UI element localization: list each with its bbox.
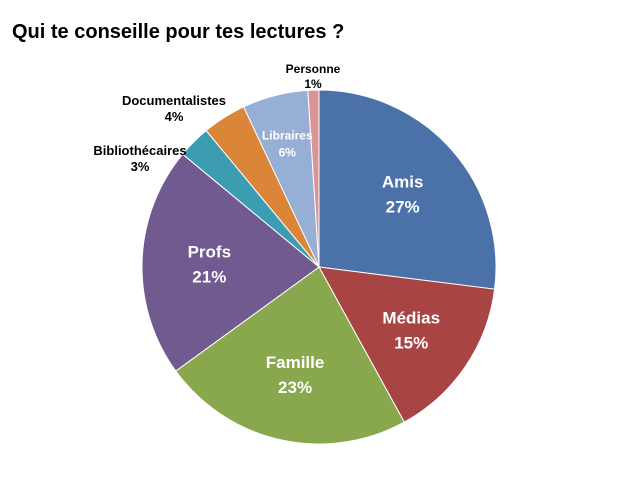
pie-slice-personne xyxy=(307,89,320,268)
pie-slice-profs xyxy=(141,153,320,372)
slice-label-documentalistes: Documentalistes xyxy=(122,93,226,108)
slice-label-profs: Profs xyxy=(188,243,231,262)
slice-label-libraires: Libraires xyxy=(262,129,313,143)
slice-label-bibliothecaires: Bibliothécaires xyxy=(93,143,186,158)
slice-value-medias: 15% xyxy=(394,334,428,353)
chart-title: Qui te conseille pour tes lectures ? xyxy=(12,21,345,43)
slice-label-medias: Médias xyxy=(382,309,440,328)
slice-value-bibliothecaires: 3% xyxy=(131,159,150,174)
slice-value-libraires: 6% xyxy=(279,146,297,160)
pie-slice-amis xyxy=(318,89,497,290)
slice-value-personne: 1% xyxy=(304,77,322,91)
pie-slice-famille xyxy=(175,266,405,445)
slice-label-personne: Personne xyxy=(286,62,341,76)
slice-label-famille: Famille xyxy=(266,353,325,372)
slice-value-documentalistes: 4% xyxy=(165,109,184,124)
pie-slice-medias xyxy=(318,266,496,423)
slice-value-famille: 23% xyxy=(278,378,312,397)
slice-value-profs: 21% xyxy=(192,268,226,287)
slice-value-amis: 27% xyxy=(386,197,420,216)
slice-label-amis: Amis xyxy=(382,172,424,191)
